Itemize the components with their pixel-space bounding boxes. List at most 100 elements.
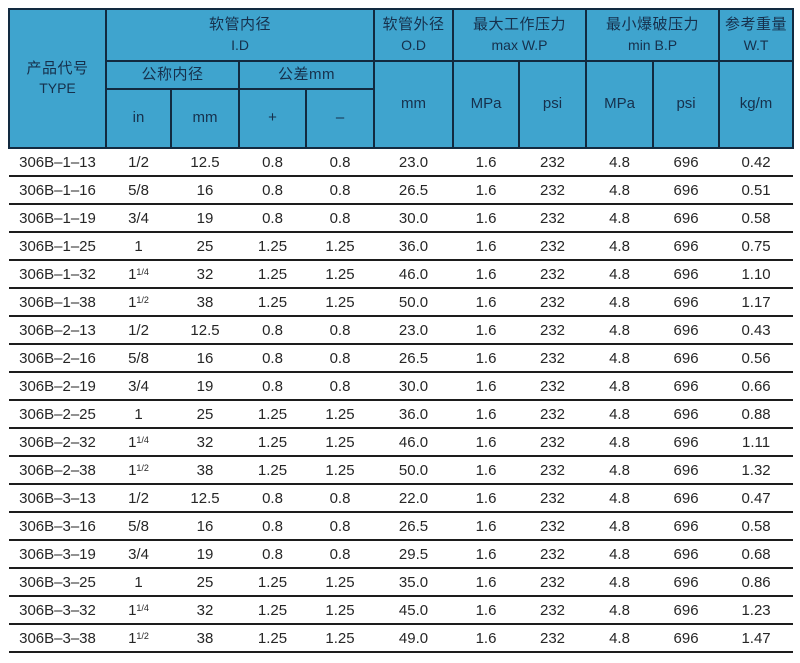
table-cell: 1.25: [239, 232, 306, 261]
hose-spec-table: 产品代号 TYPE 软管内径 I.D 软管外径 O.D 最大工作压力 max W…: [8, 8, 795, 653]
table-cell: 25: [171, 232, 239, 261]
table-cell: 5/8: [106, 176, 171, 205]
table-cell: 0.8: [239, 484, 306, 513]
table-cell: 1.25: [306, 596, 375, 625]
table-cell: 232: [519, 484, 587, 513]
table-row: 306B–3–32 11/4 32 1.25 1.25 45.0 1.6 232 4.8 696 1…: [9, 596, 794, 625]
id-label-zh: 软管内径: [209, 16, 272, 34]
table-cell: 0.8: [239, 147, 306, 177]
header-band-2: 公称内径 公差mm mm MPa psi MPa psi: [9, 60, 795, 149]
header-cell-mm: mm: [170, 88, 240, 149]
table-cell: 11/4: [106, 428, 171, 457]
table-cell: 38: [171, 456, 239, 485]
table-cell: 1.6: [453, 260, 520, 289]
table-cell: 11/4: [106, 596, 171, 625]
table-header: 产品代号 TYPE 软管内径 I.D 软管外径 O.D 最大工作压力 max W…: [8, 8, 795, 149]
table-cell: 46.0: [374, 428, 454, 457]
table-cell: 23.0: [374, 316, 454, 345]
product-code-cell: 306B–1–32: [9, 260, 106, 289]
table-cell: 1.25: [239, 456, 306, 485]
table-cell: 232: [519, 400, 587, 429]
table-cell: 3/4: [106, 540, 171, 569]
table-cell: 38: [171, 624, 239, 653]
table-cell: 1.23: [719, 596, 794, 625]
table-cell: 0.86: [719, 568, 794, 597]
table-cell: 4.8: [586, 540, 654, 569]
header-cell-weight: 参考重量 W.T: [718, 8, 795, 62]
header-cell-min-burst-pressure: 最小爆破压力 min B.P: [585, 8, 721, 62]
product-code-cell: 306B–3–38: [9, 624, 106, 653]
table-cell: 32: [171, 260, 239, 289]
table-cell: 1.25: [306, 428, 375, 457]
bp-label-zh: 最小爆破压力: [606, 16, 700, 34]
minus-label: –: [335, 109, 345, 127]
table-cell: 19: [171, 372, 239, 401]
product-code-cell: 306B–1–25: [9, 232, 106, 261]
header-cell-inner-diameter: 软管内径 I.D: [104, 8, 376, 62]
product-code-cell: 306B–2–13: [9, 316, 106, 345]
table-cell: 0.8: [306, 316, 375, 345]
table-cell: 4.8: [586, 232, 654, 261]
table-cell: 696: [653, 147, 720, 177]
table-cell: 0.8: [306, 484, 375, 513]
table-cell: 19: [171, 204, 239, 233]
table-cell: 232: [519, 596, 587, 625]
table-cell: 30.0: [374, 372, 454, 401]
bp-psi-label: psi: [676, 95, 696, 113]
type-label-en: TYPE: [39, 80, 76, 97]
table-cell: 12.5: [171, 316, 239, 345]
table-cell: 22.0: [374, 484, 454, 513]
table-cell: 232: [519, 512, 587, 541]
table-cell: 16: [171, 344, 239, 373]
table-cell: 1/2: [106, 484, 171, 513]
table-cell: 232: [519, 540, 587, 569]
table-cell: 32: [171, 428, 239, 457]
table-cell: 1: [106, 232, 171, 261]
table-cell: 696: [653, 484, 720, 513]
product-code-cell: 306B–3–13: [9, 484, 106, 513]
table-row: 306B–3–25 1 25 1.25 1.25 35.0 1.6 232 4.8 696 0.86: [9, 568, 794, 597]
table-cell: 1.6: [453, 596, 520, 625]
table-cell: 25: [171, 568, 239, 597]
header-cell-bp-psi: psi: [652, 60, 721, 149]
table-cell: 4.8: [586, 400, 654, 429]
header-cell-bp-mpa: MPa: [585, 60, 655, 149]
table-cell: 1.6: [453, 512, 520, 541]
table-cell: 0.58: [719, 204, 794, 233]
table-cell: 1.6: [453, 540, 520, 569]
table-cell: 696: [653, 624, 720, 653]
table-cell: 232: [519, 260, 587, 289]
table-cell: 232: [519, 176, 587, 205]
table-cell: 3/4: [106, 372, 171, 401]
table-cell: 696: [653, 596, 720, 625]
table-cell: 4.8: [586, 596, 654, 625]
table-cell: 696: [653, 540, 720, 569]
table-cell: 0.75: [719, 232, 794, 261]
id-label-en: I.D: [231, 36, 249, 53]
wp-label-zh: 最大工作压力: [473, 16, 567, 34]
table-cell: 23.0: [374, 147, 454, 177]
product-code-cell: 306B–2–32: [9, 428, 106, 457]
table-cell: 3/4: [106, 204, 171, 233]
wp-mpa-label: MPa: [470, 95, 502, 113]
table-cell: 1/2: [106, 147, 171, 177]
table-cell: 696: [653, 344, 720, 373]
header-cell-plus: +: [238, 88, 307, 149]
header-cell-tolerance: 公差mm: [237, 60, 376, 90]
table-cell: 0.66: [719, 372, 794, 401]
table-row: 306B–2–32 11/4 32 1.25 1.25 46.0 1.6 232 4.8 696 1…: [9, 428, 794, 457]
od-label-en: O.D: [401, 36, 426, 53]
table-cell: 36.0: [374, 400, 454, 429]
table-cell: 1.25: [239, 596, 306, 625]
table-row: 306B–1–25 1 25 1.25 1.25 36.0 1.6 232 4.8 696 0.75: [9, 232, 794, 261]
table-cell: 1.25: [306, 288, 375, 317]
header-cell-in: in: [105, 88, 172, 149]
product-code-cell: 306B–2–38: [9, 456, 106, 485]
fraction-part: 1/4: [136, 434, 149, 445]
product-code-cell: 306B–3–32: [9, 596, 106, 625]
table-cell: 35.0: [374, 568, 454, 597]
table-cell: 696: [653, 568, 720, 597]
product-code-cell: 306B–1–16: [9, 176, 106, 205]
product-code-cell: 306B–3–19: [9, 540, 106, 569]
